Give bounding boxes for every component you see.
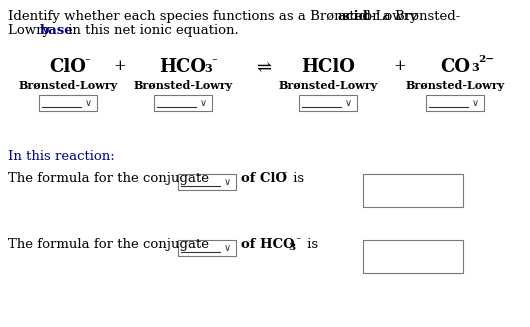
- FancyBboxPatch shape: [363, 240, 463, 273]
- Text: 3: 3: [471, 62, 479, 73]
- Text: ⁻: ⁻: [295, 236, 301, 245]
- Text: in this net ionic equation.: in this net ionic equation.: [64, 24, 238, 37]
- Text: HCO: HCO: [160, 58, 207, 76]
- Text: CO: CO: [440, 58, 470, 76]
- Text: Brønsted-Lowry: Brønsted-Lowry: [405, 80, 505, 91]
- Text: ∨: ∨: [84, 98, 92, 108]
- FancyBboxPatch shape: [426, 95, 484, 111]
- Text: 2−: 2−: [478, 55, 494, 64]
- Text: ⁻: ⁻: [84, 56, 90, 67]
- Text: is: is: [303, 238, 318, 251]
- Text: ⁻: ⁻: [281, 170, 287, 179]
- Text: or a Brønsted-: or a Brønsted-: [360, 10, 461, 23]
- Text: +: +: [394, 59, 407, 73]
- Text: acid: acid: [338, 10, 369, 23]
- Text: ⁻: ⁻: [211, 56, 217, 67]
- Text: of HCO: of HCO: [241, 238, 295, 251]
- Text: ∨: ∨: [224, 243, 231, 253]
- Text: ∨: ∨: [472, 98, 479, 108]
- FancyBboxPatch shape: [154, 95, 212, 111]
- Text: base: base: [40, 24, 74, 37]
- Text: +: +: [113, 59, 126, 73]
- Text: ClO: ClO: [50, 58, 86, 76]
- Text: Brønsted-Lowry: Brønsted-Lowry: [19, 80, 118, 91]
- Text: ∨: ∨: [344, 98, 351, 108]
- Text: In this reaction:: In this reaction:: [8, 150, 115, 163]
- Text: ∨: ∨: [224, 177, 231, 187]
- Text: ⇌: ⇌: [257, 59, 271, 77]
- Text: ∨: ∨: [199, 98, 207, 108]
- FancyBboxPatch shape: [178, 174, 236, 190]
- Text: The formula for the conjugate: The formula for the conjugate: [8, 238, 209, 251]
- Text: Lowry: Lowry: [8, 24, 54, 37]
- Text: is: is: [289, 172, 304, 185]
- Text: 3: 3: [204, 63, 212, 74]
- Text: 3: 3: [288, 243, 295, 252]
- Text: of ClO: of ClO: [241, 172, 287, 185]
- FancyBboxPatch shape: [178, 240, 236, 256]
- Text: The formula for the conjugate: The formula for the conjugate: [8, 172, 209, 185]
- Text: HClO: HClO: [301, 58, 355, 76]
- Text: Brønsted-Lowry: Brønsted-Lowry: [134, 80, 233, 91]
- FancyBboxPatch shape: [299, 95, 357, 111]
- FancyBboxPatch shape: [39, 95, 97, 111]
- FancyBboxPatch shape: [363, 174, 463, 207]
- Text: Brønsted-Lowry: Brønsted-Lowry: [278, 80, 377, 91]
- Text: Identify whether each species functions as a Brønsted-Lowry: Identify whether each species functions …: [8, 10, 422, 23]
